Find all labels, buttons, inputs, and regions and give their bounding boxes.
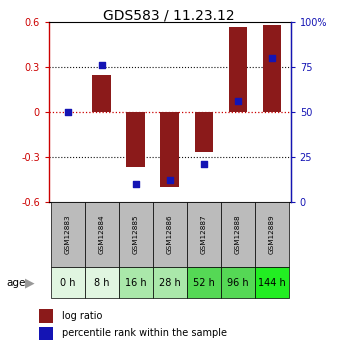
Bar: [51, 202, 85, 267]
Text: 0 h: 0 h: [60, 278, 75, 288]
Text: 28 h: 28 h: [159, 278, 181, 288]
Text: log ratio: log ratio: [62, 311, 102, 321]
Text: 52 h: 52 h: [193, 278, 215, 288]
Text: GSM12887: GSM12887: [201, 215, 207, 254]
Point: [269, 56, 275, 61]
Text: GDS583 / 11.23.12: GDS583 / 11.23.12: [103, 9, 235, 23]
Bar: [153, 202, 187, 267]
Point: [201, 161, 207, 167]
Bar: [119, 267, 153, 298]
Point: [235, 99, 241, 104]
Point: [99, 63, 104, 68]
Bar: [187, 202, 221, 267]
Bar: [221, 267, 255, 298]
Text: GSM12888: GSM12888: [235, 215, 241, 254]
Bar: [221, 202, 255, 267]
Bar: [187, 267, 221, 298]
Bar: [161, 112, 179, 187]
Bar: [255, 202, 289, 267]
Text: ▶: ▶: [25, 276, 34, 289]
Text: GSM12884: GSM12884: [99, 215, 105, 254]
Text: GSM12885: GSM12885: [133, 215, 139, 254]
Bar: [85, 267, 119, 298]
Text: 96 h: 96 h: [227, 278, 249, 288]
Point: [65, 109, 70, 115]
Bar: [51, 267, 85, 298]
Bar: [263, 26, 281, 112]
Bar: [153, 267, 187, 298]
Bar: [195, 112, 213, 152]
Bar: [126, 112, 145, 167]
Point: [133, 181, 139, 187]
Text: percentile rank within the sample: percentile rank within the sample: [62, 328, 227, 338]
Bar: [119, 202, 153, 267]
Bar: [228, 27, 247, 112]
Point: [167, 178, 173, 183]
Text: GSM12886: GSM12886: [167, 215, 173, 254]
Text: GSM12883: GSM12883: [65, 215, 71, 254]
Bar: [92, 75, 111, 112]
Bar: [39, 327, 53, 340]
Text: 144 h: 144 h: [258, 278, 286, 288]
Text: GSM12889: GSM12889: [269, 215, 275, 254]
Bar: [85, 202, 119, 267]
Bar: [39, 309, 53, 323]
Text: 8 h: 8 h: [94, 278, 110, 288]
Text: age: age: [6, 278, 25, 288]
Bar: [255, 267, 289, 298]
Text: 16 h: 16 h: [125, 278, 147, 288]
